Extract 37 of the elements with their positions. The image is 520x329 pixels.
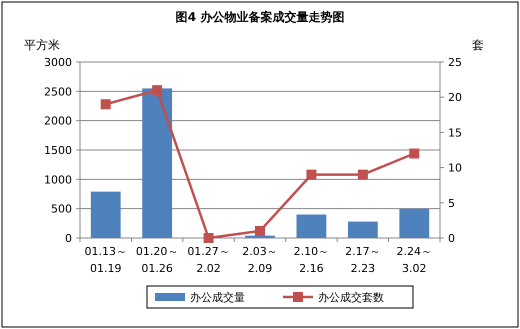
x-tick-label: 01.27～ 2.02 xyxy=(187,245,230,275)
point xyxy=(306,170,316,180)
point xyxy=(100,99,111,110)
y-tick-label: 1500 xyxy=(44,144,72,157)
legend-label: 办公成交套数 xyxy=(318,291,384,304)
y2-tick-label: 25 xyxy=(448,56,462,69)
x-tick-label: 2.03～ 2.09 xyxy=(242,245,278,275)
bar xyxy=(399,208,430,238)
bar xyxy=(90,192,121,238)
bar xyxy=(296,214,326,238)
y2-tick-label: 15 xyxy=(448,126,462,140)
y2-tick-label: 0 xyxy=(448,232,455,245)
x-tick-label: 2.24～ 3.02 xyxy=(396,245,432,275)
point xyxy=(152,85,162,96)
y-tick-label: 1000 xyxy=(44,173,72,186)
legend-label: 办公成交量 xyxy=(190,291,245,304)
bar xyxy=(348,222,378,238)
x-tick-label: 01.13～ 01.19 xyxy=(84,245,127,275)
point xyxy=(409,148,420,159)
y-tick-label: 2500 xyxy=(44,85,72,98)
x-tick-label: 2.10～ 2.16 xyxy=(294,245,330,275)
bar xyxy=(142,88,172,238)
y-tick-label: 2000 xyxy=(44,114,72,128)
x-tick-label: 2.17～ 2.23 xyxy=(345,245,381,275)
y-tick-label: 500 xyxy=(51,202,72,216)
y2-axis-title: 套 xyxy=(472,38,484,52)
y-tick-label: 3000 xyxy=(44,56,72,69)
y2-tick-label: 20 xyxy=(448,91,462,104)
point xyxy=(358,170,368,180)
point xyxy=(204,233,214,243)
chart-title: 图4 办公物业备案成交量走势图 xyxy=(176,10,344,24)
y2-tick-label: 5 xyxy=(448,196,455,210)
point xyxy=(255,226,265,236)
y-tick-label: 0 xyxy=(65,232,72,245)
y-axis-title: 平方米 xyxy=(24,38,60,52)
x-tick-label: 01.20～ 01.26 xyxy=(136,245,178,275)
y2-tick-label: 10 xyxy=(448,162,462,175)
